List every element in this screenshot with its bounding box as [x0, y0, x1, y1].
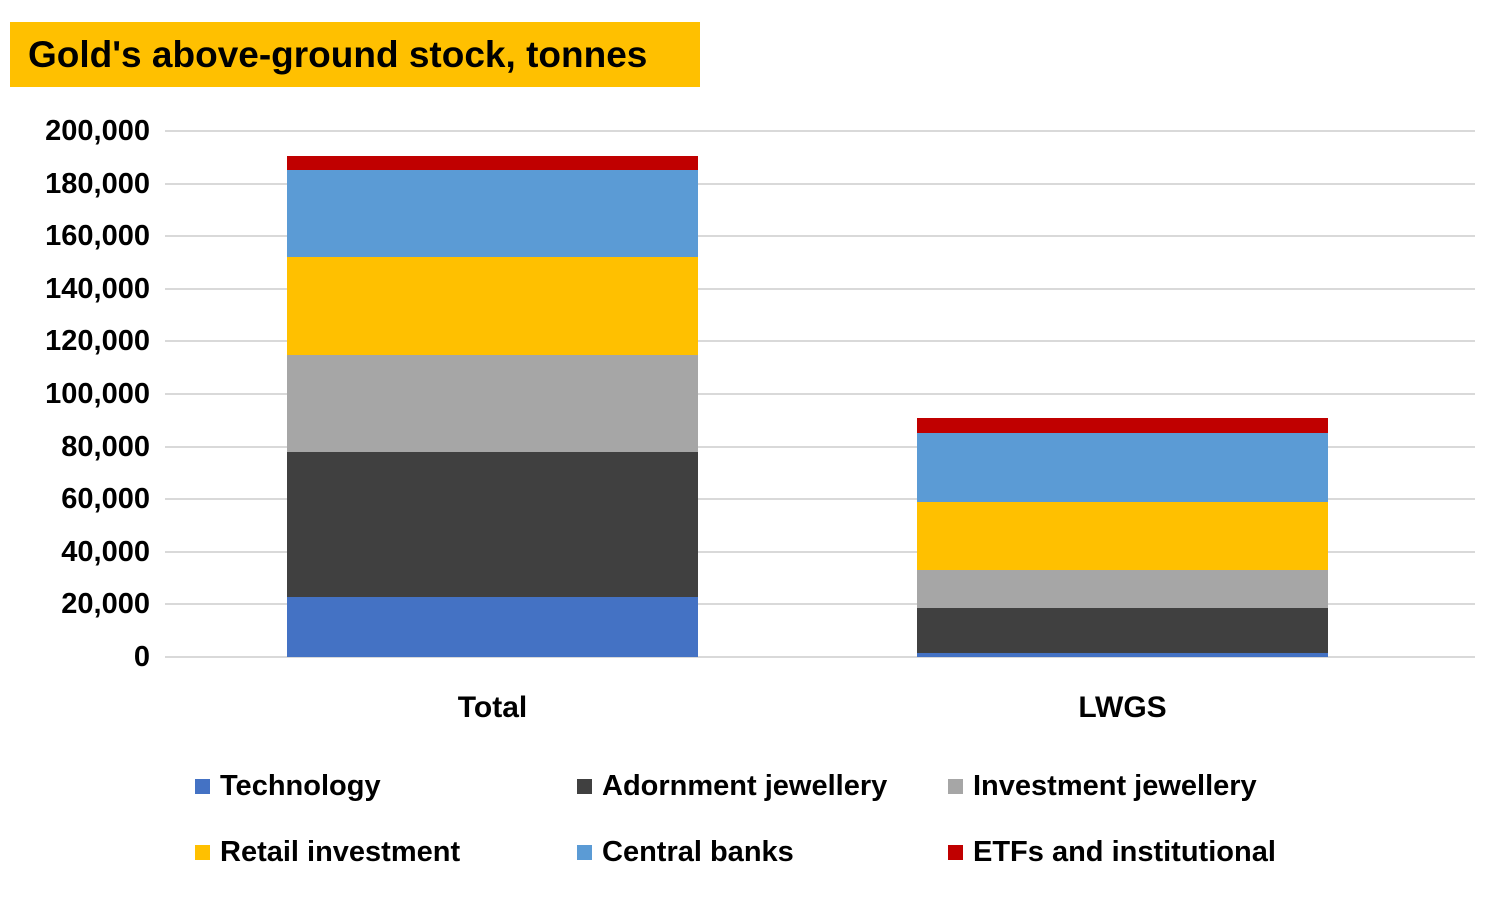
legend-item-central-banks: Central banks: [577, 836, 794, 868]
gridline: [165, 603, 1475, 606]
gridline: [165, 498, 1475, 501]
bar-segment-total-etfs-and-institutional: [287, 155, 698, 171]
bar-segment-total-adornment-jewellery: [287, 451, 698, 597]
bar-segment-total-retail-investment: [287, 257, 698, 355]
y-axis-tick-label: 140,000: [45, 272, 150, 305]
gridline: [165, 550, 1475, 553]
y-axis-tick-label: 20,000: [61, 588, 150, 621]
gridline: [165, 182, 1475, 185]
gridline: [165, 287, 1475, 290]
bar-segment-total-investment-jewellery: [287, 354, 698, 452]
gridline: [165, 445, 1475, 448]
legend-item-adornment-jewellery: Adornment jewellery: [577, 770, 887, 802]
y-axis-tick-label: 100,000: [45, 378, 150, 410]
legend-item-investment-jewellery: Investment jewellery: [948, 770, 1257, 802]
bar-segment-lwgs-central-banks: [917, 433, 1328, 502]
legend-marker-central-banks: [577, 844, 592, 860]
legend-item-technology: Technology: [195, 770, 381, 802]
gridline: [165, 130, 1475, 132]
bar-segment-total-technology: [287, 596, 698, 657]
gridline: [165, 235, 1475, 238]
bar-segment-lwgs-investment-jewellery: [917, 570, 1328, 609]
legend-item-retail-investment: Retail investment: [195, 836, 460, 868]
legend-marker-investment-jewellery: [948, 778, 963, 794]
legend-item-etfs-and-institutional: ETFs and institutional: [948, 836, 1276, 868]
bar-segment-lwgs-retail-investment: [917, 501, 1328, 571]
bar-segment-lwgs-adornment-jewellery: [917, 608, 1328, 654]
plot-area: 0 20,000 40,000 60,000 80,000 100,000 120,000 1…: [45, 0, 1475, 724]
y-axis-tick-label: 180,000: [45, 167, 150, 200]
legend-label: Retail investment: [220, 836, 461, 868]
legend-label: Technology: [220, 770, 381, 802]
legend-marker-technology: [195, 778, 210, 794]
gridline: [165, 393, 1475, 395]
gridline: [165, 656, 1475, 658]
y-axis-tick-label: 160,000: [45, 220, 150, 253]
bar-segment-lwgs-technology: [917, 653, 1328, 657]
bar-lwgs: [917, 0, 1328, 657]
y-axis-tick-label: 0: [133, 641, 150, 673]
legend-marker-retail-investment: [195, 844, 210, 860]
y-axis-tick-label: 200,000: [45, 115, 150, 147]
chart-title: Gold's above-ground stock, tonnes: [10, 22, 700, 87]
legend-label: Central banks: [602, 836, 794, 868]
y-axis-tick-label: 120,000: [45, 325, 150, 358]
y-axis-tick-label: 60,000: [61, 483, 150, 516]
bar-total: [287, 0, 698, 657]
legend-marker-etfs-and-institutional: [948, 844, 963, 860]
bar-segment-total-central-banks: [287, 170, 698, 258]
bar-segment-lwgs-etfs-and-institutional: [917, 417, 1328, 434]
legend-label: Investment jewellery: [973, 770, 1257, 802]
legend-label: ETFs and institutional: [973, 836, 1276, 868]
gridline: [165, 340, 1475, 343]
y-axis-tick-label: 40,000: [61, 535, 150, 568]
legend-label: Adornment jewellery: [602, 770, 888, 802]
x-axis-label-lwgs: LWGS: [1078, 691, 1167, 724]
y-axis-tick-label: 80,000: [61, 430, 150, 463]
x-axis-label-total: Total: [457, 691, 528, 724]
legend-marker-adornment-jewellery: [577, 778, 592, 794]
